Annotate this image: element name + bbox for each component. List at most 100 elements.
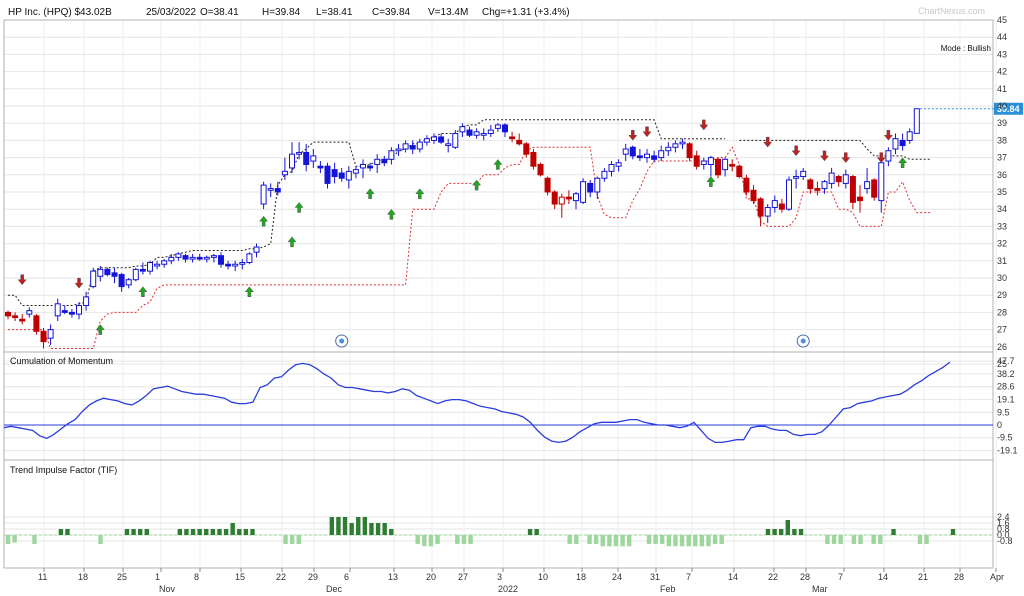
date-tick-label: 22: [276, 572, 286, 582]
tif-bar: [699, 535, 705, 547]
price-tick-label: 35: [997, 187, 1007, 197]
price-tick-label: 43: [997, 49, 1007, 59]
candle-body: [636, 155, 643, 159]
close-value: C=39.84: [372, 7, 411, 18]
candle-body: [558, 196, 565, 205]
price-tick-label: 41: [997, 84, 1007, 94]
candle-body: [679, 141, 686, 145]
candle-body: [352, 169, 359, 174]
buy-signal-arrow: [493, 159, 503, 170]
tif-bar: [382, 523, 387, 535]
candle-body: [906, 131, 913, 141]
candle-body: [473, 131, 480, 136]
tif-bar: [567, 535, 572, 544]
stock-name: HP Inc. (HPQ) $43.02B: [8, 7, 112, 18]
candle-body: [232, 263, 239, 267]
candle-body: [452, 133, 459, 148]
tif-tick-label: 0.8: [997, 524, 1010, 534]
date-tick-label: 28: [954, 572, 964, 582]
tif-bar: [706, 535, 711, 547]
buy-signal-arrow: [386, 208, 396, 220]
buy-signal-arrow: [365, 188, 375, 199]
candle-body: [913, 108, 920, 134]
candle-body: [161, 260, 168, 265]
tif-bar: [204, 529, 209, 535]
sell-signal-arrow: [791, 145, 801, 157]
buy-signal-arrow: [244, 286, 254, 298]
tif-bar: [765, 529, 771, 535]
candle-body: [253, 246, 260, 253]
date-tick-label: 18: [78, 572, 88, 582]
date-tick-label: 20: [426, 572, 436, 582]
buy-signal-arrow: [287, 236, 297, 248]
panel-frames: [3, 19, 994, 569]
tif-bar: [666, 535, 672, 547]
tif-bar: [349, 523, 354, 535]
candle-body: [750, 189, 757, 202]
candle-body: [764, 206, 771, 217]
candle-body: [68, 311, 75, 315]
candle-body: [800, 170, 807, 178]
sell-signal-arrow: [699, 119, 709, 131]
candle-body: [367, 165, 374, 169]
candle-body: [147, 262, 153, 272]
candle-body: [722, 158, 729, 171]
candle-body: [494, 124, 501, 129]
candle-body: [615, 162, 622, 167]
candle-body: [587, 182, 594, 193]
price-tick-label: 39: [997, 118, 1007, 128]
tif-bar: [825, 535, 830, 544]
date-tick-label: 14: [728, 572, 738, 582]
candle-body: [530, 151, 537, 167]
candle-body: [573, 193, 579, 202]
candle-body: [644, 153, 650, 159]
last-price-tag: 39.84: [997, 104, 1020, 114]
buy-signal-arrow: [898, 157, 908, 169]
candle-body: [771, 200, 778, 208]
dividend-marker-dot: [339, 338, 345, 344]
tif-bar: [65, 529, 70, 535]
axis-labels: 2526272829303132333435363738394041424344…: [38, 15, 1018, 594]
price-tick-label: 31: [997, 256, 1007, 266]
tif-bar: [461, 535, 467, 544]
tif-bar: [329, 517, 335, 535]
candle-body: [423, 138, 430, 143]
date-tick-label: 8: [194, 572, 199, 582]
candle-body: [693, 155, 700, 167]
candle-body: [54, 303, 61, 317]
candle-body: [857, 196, 863, 202]
tif-bar: [356, 517, 361, 535]
month-label: Feb: [660, 584, 676, 594]
date-tick-label: 7: [838, 572, 843, 582]
candle-body: [239, 262, 246, 265]
candle-body: [104, 268, 111, 276]
price-panel: 39.84: [5, 102, 1023, 349]
momentum-tick-label: 9.5: [997, 407, 1010, 417]
date-tick-label: 18: [576, 572, 586, 582]
candle-body: [289, 153, 295, 169]
tif-bar: [131, 529, 136, 535]
candle-body: [196, 256, 203, 260]
date-tick-label: 6: [344, 572, 349, 582]
tif-bar: [772, 529, 777, 535]
candle-body: [707, 157, 714, 165]
candle-body: [90, 270, 97, 288]
price-tick-label: 29: [997, 290, 1007, 300]
candle-body: [786, 179, 792, 210]
candle-body: [125, 279, 132, 286]
high-value: H=39.84: [262, 7, 301, 18]
candle-body: [672, 143, 679, 148]
tif-tick-label: -0.8: [997, 536, 1013, 546]
price-panel-frame: [3, 19, 994, 353]
tif-bar: [184, 529, 189, 535]
candle-body: [565, 196, 572, 200]
momentum-tick-label: 19.1: [997, 394, 1015, 404]
sell-signal-arrow: [841, 152, 851, 164]
tif-bar: [369, 523, 374, 535]
date-tick-label: 31: [650, 572, 660, 582]
volume-value: V=13.4M: [428, 7, 468, 18]
sell-signal-arrow: [876, 152, 886, 164]
candle-body: [83, 296, 90, 307]
price-tick-label: 45: [997, 15, 1007, 25]
tif-tick-label: 2.4: [997, 512, 1010, 522]
